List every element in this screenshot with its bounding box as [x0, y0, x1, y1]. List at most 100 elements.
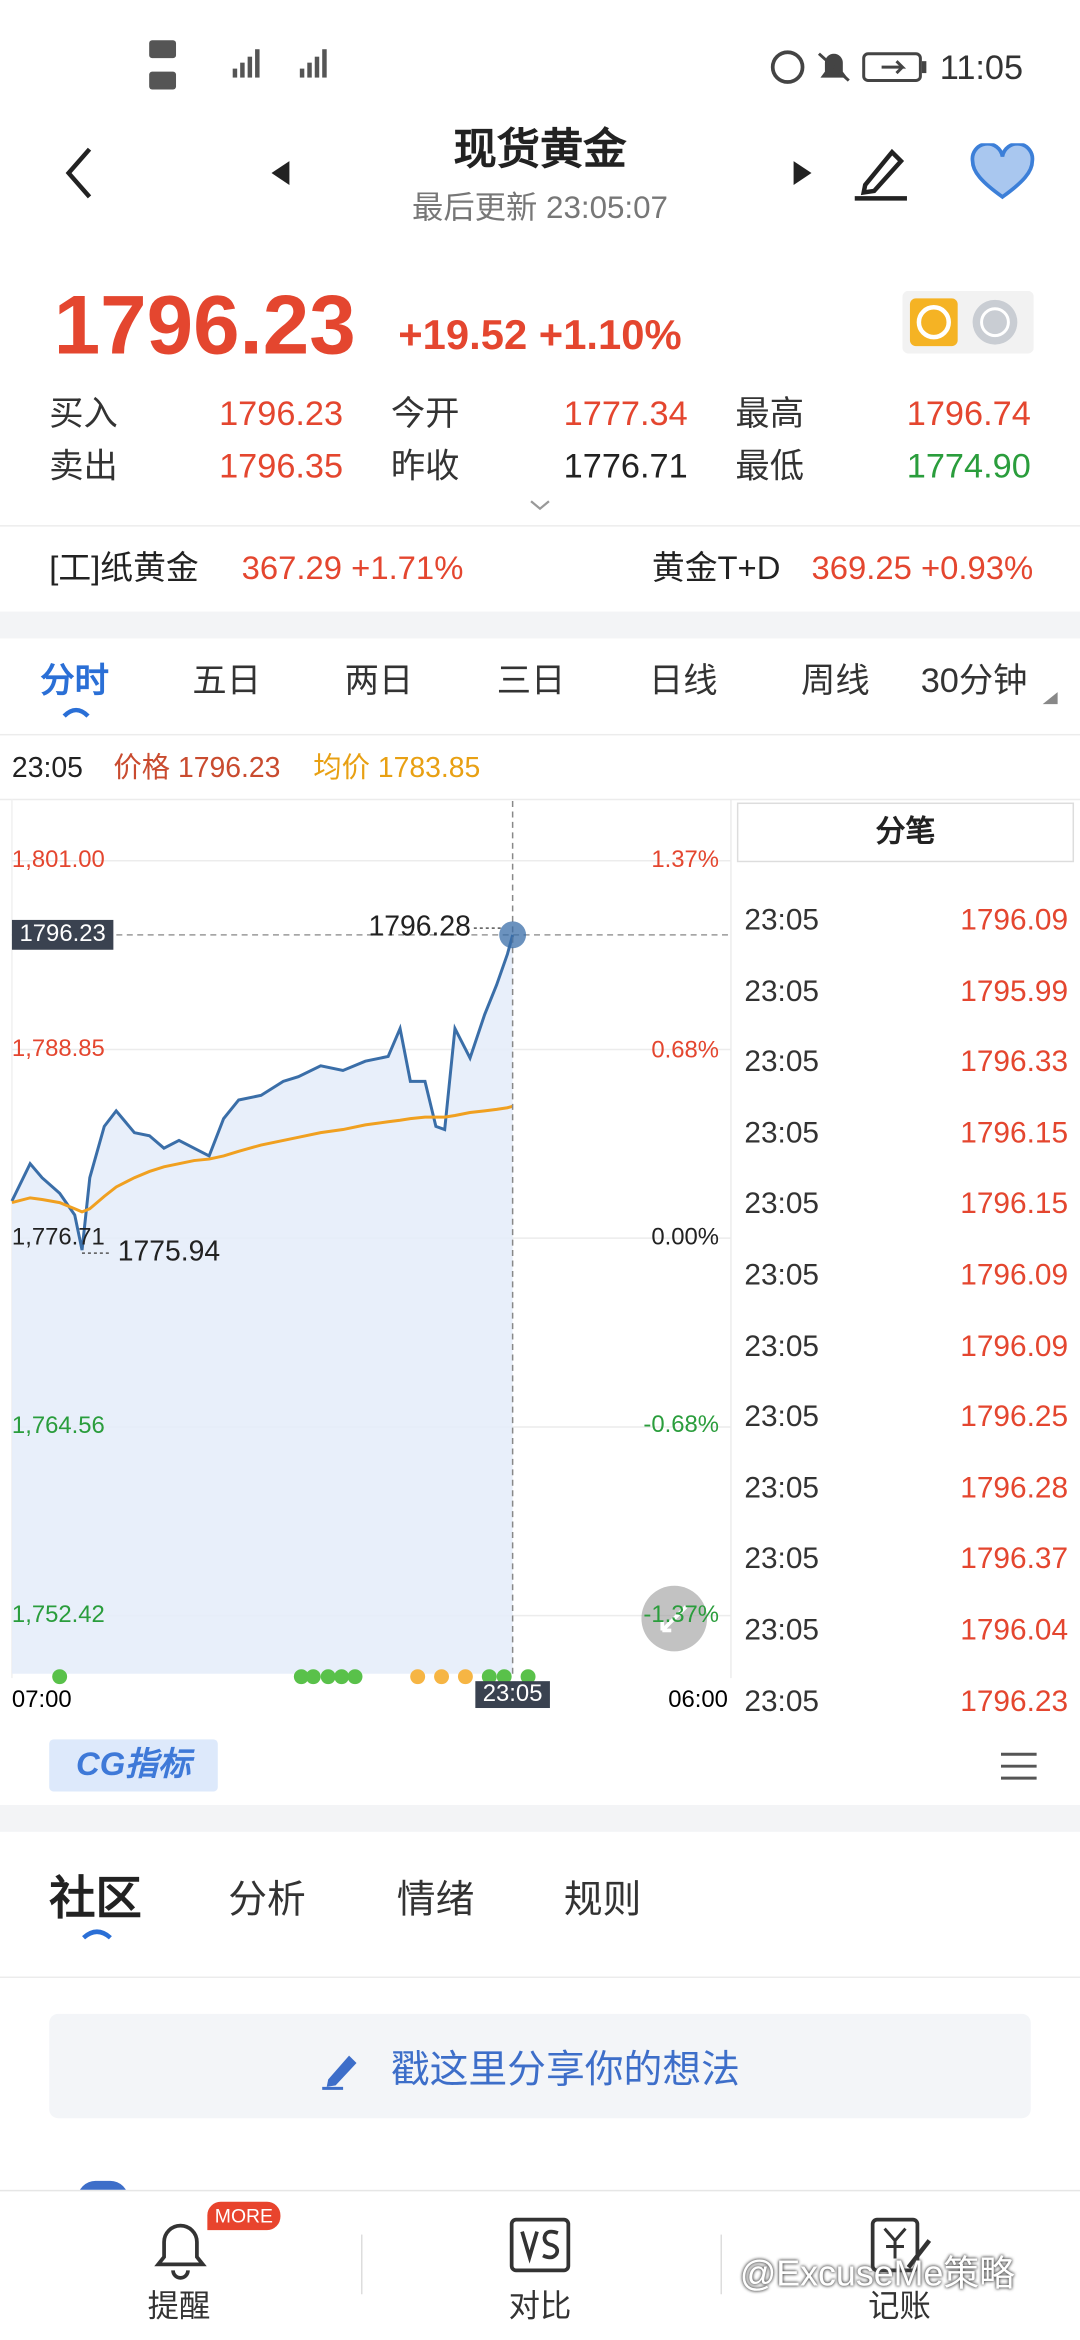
bell-icon[interactable] — [149, 2214, 212, 2283]
x-tick-label: 06:00 — [668, 1686, 728, 1713]
tick-price: 1796.23 — [960, 1685, 1069, 1718]
info-price: 价格 1796.23 — [113, 755, 280, 783]
field-value: 1774.90 — [906, 446, 1031, 485]
tick-price: 1796.04 — [960, 1614, 1069, 1647]
indicator-button[interactable] — [49, 1739, 218, 1792]
period-tab[interactable]: 日线 — [648, 660, 718, 700]
last-price-box — [11, 919, 114, 950]
chart-overlay: 1,801.00 1,788.85 1,776.71 1,764.56 1,752.42… — [11, 801, 728, 1713]
favorite-button[interactable] — [970, 143, 1036, 203]
info-avg-value: 1783.85 — [377, 753, 481, 785]
nav-label[interactable]: 提醒 — [147, 2289, 211, 2325]
community-tab[interactable]: 社区 — [49, 1872, 142, 1925]
period-tab[interactable]: 两日 — [344, 660, 414, 700]
tick-time: 23:05 — [744, 1330, 820, 1363]
y-tick-label: 1,752.42 — [12, 1601, 105, 1628]
event-markers — [52, 1669, 536, 1685]
tick-time: 23:05 — [744, 1045, 820, 1079]
field-label: 卖出 — [49, 446, 118, 485]
update-label: 最后更新 — [412, 190, 538, 226]
price: 1796.23 — [53, 277, 356, 372]
next-button[interactable] — [791, 158, 815, 188]
post-input[interactable] — [49, 2013, 1031, 2119]
related-value: 367.29 +1.71% — [241, 548, 464, 587]
community-tab[interactable]: 规则 — [563, 1876, 642, 1922]
pencil-icon — [322, 2055, 357, 2090]
watermark: @ExcuseMe策略 — [739, 2253, 1015, 2295]
tick-price: 1796.37 — [960, 1543, 1069, 1576]
post-placeholder: 戳这里分享你的想法 — [390, 2046, 740, 2092]
field-value: 1776.71 — [563, 446, 688, 485]
avg-line — [11, 1104, 514, 1214]
update-time: 23:05:07 — [546, 190, 668, 226]
prev-button[interactable] — [269, 158, 293, 188]
last-price-label: 1796.23 — [20, 920, 106, 947]
tick-time: 23:05 — [744, 1472, 820, 1505]
related-name[interactable]: 黄金T+D — [651, 548, 781, 587]
community-tab[interactable]: 分析 — [228, 1876, 306, 1922]
tick-price: 1796.28 — [960, 1472, 1069, 1505]
tick-price: 1795.99 — [960, 974, 1069, 1008]
nav-divider — [360, 2234, 363, 2295]
clock: 11:05 — [939, 47, 1024, 87]
back-button[interactable] — [60, 143, 105, 203]
compare-icon[interactable] — [509, 2217, 572, 2277]
indicator-label: CG指标 — [76, 1745, 191, 1783]
spacer — [0, 611, 1080, 639]
tab-dropdown[interactable] — [1041, 691, 1059, 706]
ledger-icon[interactable] — [870, 2214, 936, 2280]
menu-button[interactable] — [1000, 1750, 1037, 1783]
tick-time: 23:05 — [744, 974, 820, 1008]
price-line — [10, 934, 515, 1251]
price-area — [11, 934, 513, 1674]
divider — [0, 525, 1080, 527]
tick-time: 23:05 — [744, 903, 820, 937]
field-value: 1796.23 — [219, 393, 344, 433]
divider — [0, 1976, 1080, 1979]
y-tick-label: 1,776.71 — [12, 1223, 105, 1250]
tick-time: 23:05 — [744, 1543, 820, 1576]
low-annotation: 1775.94 — [118, 1236, 220, 1268]
nav-label[interactable]: 对比 — [508, 2289, 572, 2325]
y2-tick-label: -0.68% — [643, 1411, 719, 1438]
tick-price: 1796.25 — [960, 1400, 1069, 1434]
nav-label[interactable]: 记账 — [868, 2289, 931, 2325]
last-point — [499, 921, 527, 949]
community-tab[interactable]: 情绪 — [396, 1876, 475, 1922]
tick-time: 23:05 — [744, 1259, 820, 1292]
edit-button[interactable] — [850, 140, 913, 203]
tick-price: 1796.09 — [960, 903, 1069, 937]
tick-time: 23:05 — [744, 1614, 820, 1647]
period-tab[interactable]: 五日 — [192, 660, 262, 700]
title: 现货黄金 — [453, 126, 627, 175]
y2-tick-label: 1.37% — [651, 846, 719, 873]
info-time: 23:05 — [11, 753, 83, 785]
quote-badges — [902, 290, 1034, 354]
nav-badge: MORE — [207, 2201, 281, 2231]
y2-tick-label: -1.37% — [643, 1601, 719, 1628]
tick-time: 23:05 — [744, 1685, 820, 1718]
y-tick-label: 1,788.85 — [12, 1035, 105, 1062]
tick-price: 1796.09 — [960, 1259, 1069, 1292]
update-line: 最后更新 23:05:07 — [0, 192, 1080, 223]
period-tab[interactable]: 分时 — [40, 660, 109, 700]
expand-chevron[interactable] — [528, 498, 552, 513]
x-tick-box — [475, 1681, 550, 1709]
period-tab[interactable]: 30分钟 — [920, 660, 1028, 700]
info-price-value: 1796.23 — [177, 753, 281, 785]
field-value: 1796.35 — [219, 446, 344, 485]
tick-time: 23:05 — [744, 1187, 820, 1221]
field-label: 今开 — [390, 393, 460, 433]
tab-indicator — [62, 707, 90, 718]
change-abs: +19.52 — [398, 311, 528, 359]
x-tick-label: 23:05 — [483, 1680, 543, 1707]
tick-time: 23:05 — [744, 1400, 820, 1434]
related-name[interactable]: [工]纸黄金 — [49, 548, 199, 587]
field-value: 1777.34 — [563, 393, 688, 433]
change: +19.52 +1.10% — [398, 311, 681, 359]
period-tab[interactable]: 周线 — [801, 660, 870, 700]
period-tab[interactable]: 三日 — [496, 660, 566, 700]
tick-price: 1796.15 — [960, 1116, 1069, 1150]
nav-divider — [720, 2234, 722, 2295]
